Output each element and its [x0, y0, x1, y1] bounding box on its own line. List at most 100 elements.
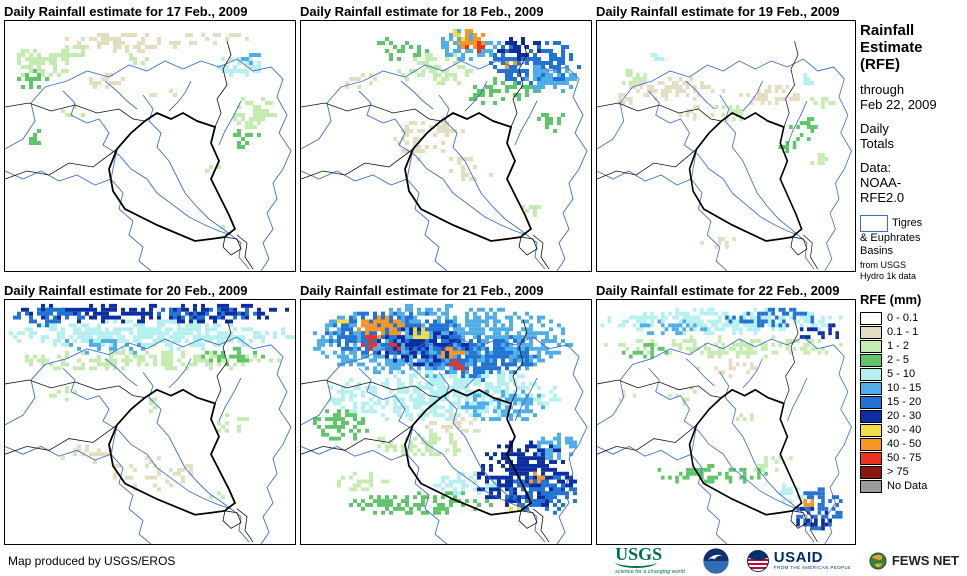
border-line: [783, 319, 799, 404]
basin-line: [526, 508, 546, 543]
basin-line: [464, 80, 488, 112]
sidebar-through-date: through Feb 22, 2009: [860, 82, 937, 112]
rainfall-map-22-feb: [596, 299, 856, 545]
basin-line: [690, 178, 728, 271]
usaid-seal-icon: [746, 549, 769, 572]
border-line: [597, 102, 722, 122]
legend-swatch: [860, 409, 882, 423]
basin-line: [110, 453, 152, 544]
iraq-border: [688, 388, 803, 516]
legend-swatch: [860, 423, 882, 437]
legend-label: 50 - 75: [887, 452, 922, 464]
rainfall-map-19-feb: [596, 20, 856, 272]
usaid-wordmark: USAID: [773, 549, 823, 566]
rainfall-map-18-feb: [300, 20, 592, 272]
basin-line: [301, 336, 588, 544]
legend-item: 0 - 0.1: [860, 311, 964, 325]
basin-line: [301, 424, 414, 461]
basin-label-2: & Euphrates Basins: [860, 232, 921, 257]
border-line: [510, 319, 528, 404]
basin-line: [142, 371, 232, 510]
rain-layer: [313, 303, 577, 515]
basin-line: [110, 178, 152, 271]
legend-label: 0 - 0.1: [887, 312, 919, 324]
legend-label: 10 - 15: [887, 382, 922, 394]
basin-label-1: Tigres: [892, 217, 923, 229]
border-line: [532, 508, 550, 543]
legend-item: 5 - 10: [860, 367, 964, 381]
rain-layer: [600, 307, 843, 531]
panel-17-feb: Daily Rainfall estimate for 17 Feb., 200…: [4, 4, 296, 272]
basins-legend: Tigres & Euphrates Basins from USGS Hydr…: [860, 215, 964, 282]
basin-line: [719, 94, 799, 236]
legend-label: 2 - 5: [887, 354, 910, 366]
usgs-wordmark: USGS: [615, 543, 663, 564]
legend-swatch: [860, 437, 882, 451]
rfe-legend: 0 - 0.1 0.1 - 1 1 - 2 2 - 5 5 - 10 10 - 15 15 …: [860, 311, 964, 493]
basin-line: [597, 58, 852, 271]
basin-line: [685, 358, 715, 387]
basin-line: [358, 90, 528, 236]
legend-label: 30 - 40: [887, 424, 922, 436]
basin-line: [719, 371, 799, 510]
basin-line: [797, 234, 815, 270]
basin-line: [690, 453, 728, 544]
basin-line: [742, 358, 763, 389]
rain-layer: [17, 33, 277, 229]
border-line: [301, 379, 442, 398]
basin-line: [597, 336, 852, 544]
legend-item: 40 - 50: [860, 437, 964, 451]
border-line: [597, 148, 697, 180]
basin-line: [142, 94, 232, 236]
legend-item: 0.1 - 1: [860, 325, 964, 339]
basin-line: [168, 80, 192, 112]
border-line: [222, 236, 242, 256]
border-line: [301, 102, 442, 122]
border-line: [301, 424, 414, 455]
rain-layer: [345, 29, 581, 217]
basin-line: [168, 358, 192, 389]
fewsnet-logo: FEWS NET: [869, 551, 959, 570]
border-line: [597, 379, 722, 398]
basin-line: [742, 80, 763, 112]
panel-title-21-feb: Daily Rainfall estimate for 21 Feb., 200…: [300, 283, 544, 298]
legend-swatch: [860, 465, 882, 479]
usgs-tagline: science for a changing world: [615, 568, 685, 575]
basin-line: [514, 100, 538, 146]
border-line: [222, 510, 242, 529]
legend-item: 15 - 20: [860, 395, 964, 409]
legend-item: 20 - 30: [860, 409, 964, 423]
legend-swatch: [860, 353, 882, 367]
panel-18-feb: Daily Rainfall estimate for 18 Feb., 200…: [300, 4, 592, 272]
basin-swatch: [860, 215, 888, 232]
border-line: [518, 236, 538, 256]
basin-line: [514, 377, 538, 422]
border-line: [803, 234, 818, 270]
legend-item: 1 - 2: [860, 339, 964, 353]
rainfall-map-17-feb: [4, 20, 296, 272]
legend-label: No Data: [887, 480, 928, 492]
legend-swatch: [860, 395, 882, 409]
basin-line: [230, 234, 250, 270]
map-grid: Daily Rainfall estimate for 17 Feb., 200…: [4, 4, 856, 545]
border-line: [518, 510, 538, 529]
basin-line: [218, 100, 242, 146]
usgs-logo: USGS science for a changing world: [615, 543, 685, 575]
panel-19-feb: Daily Rainfall estimate for 19 Feb., 200…: [596, 4, 856, 272]
border-line: [236, 508, 254, 543]
panel-title-17-feb: Daily Rainfall estimate for 17 Feb., 200…: [4, 4, 248, 19]
basin-line: [597, 424, 698, 461]
legend-swatch: [860, 339, 882, 353]
rainfall-map-21-feb: [300, 299, 592, 545]
basin-line: [301, 58, 588, 271]
border-line: [532, 234, 550, 270]
legend-item: 2 - 5: [860, 353, 964, 367]
legend-swatch: [860, 451, 882, 465]
basin-line: [104, 80, 138, 110]
legend-item: 50 - 75: [860, 451, 964, 465]
border-line: [5, 379, 146, 398]
basin-line: [5, 58, 292, 271]
legend-swatch: [860, 325, 882, 339]
panel-title-18-feb: Daily Rainfall estimate for 18 Feb., 200…: [300, 4, 544, 19]
